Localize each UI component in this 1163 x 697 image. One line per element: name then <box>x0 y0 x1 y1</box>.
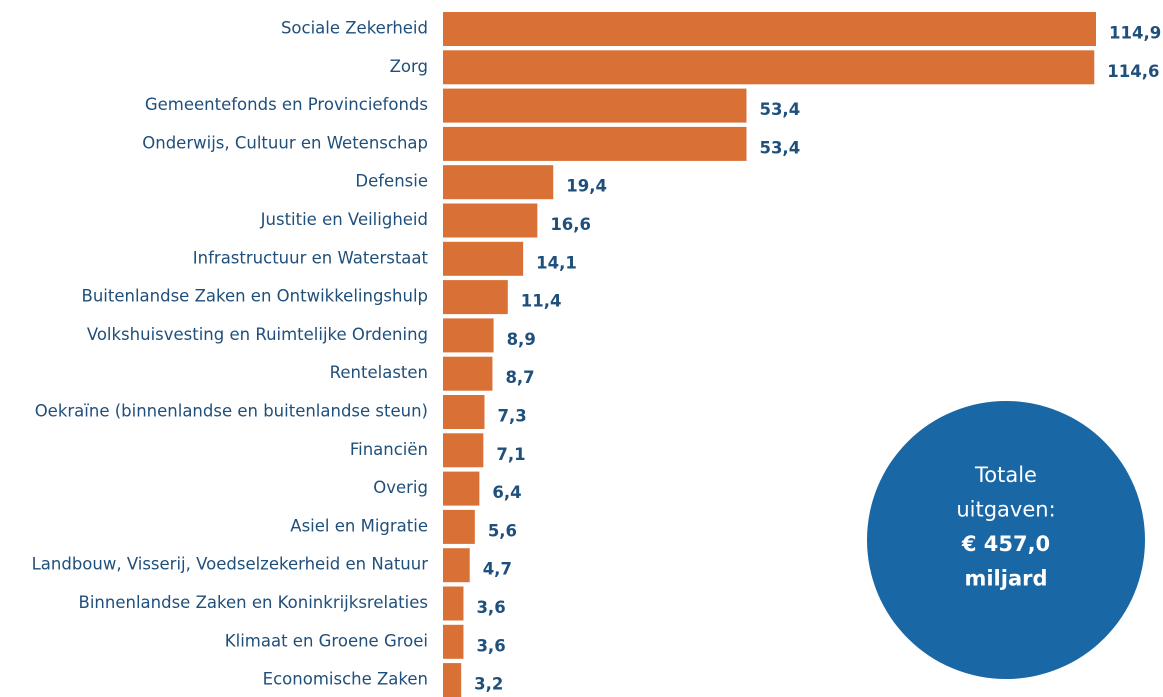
value-label: 53,4 <box>759 138 800 157</box>
bar <box>443 433 484 468</box>
bar <box>443 663 462 697</box>
bar <box>443 509 475 544</box>
bar <box>443 548 470 583</box>
bar <box>443 12 1096 46</box>
value-label: 14,1 <box>536 253 577 272</box>
value-label: 4,7 <box>483 560 512 579</box>
category-label: Landbouw, Visserij, Voedselzekerheid en … <box>32 555 429 574</box>
value-label: 16,6 <box>550 215 591 234</box>
category-label: Economische Zaken <box>263 670 428 689</box>
category-label: Zorg <box>390 57 428 76</box>
category-label: Financiën <box>350 440 428 459</box>
bar <box>443 88 747 123</box>
value-label: 8,9 <box>507 330 536 349</box>
total-badge <box>867 401 1145 679</box>
total-text: € 457,0 <box>961 532 1050 556</box>
category-label: Sociale Zekerheid <box>281 19 428 38</box>
value-label: 3,6 <box>476 598 505 617</box>
total-text: uitgaven: <box>956 498 1055 522</box>
category-label: Oekraïne (binnenlandse en buitenlandse s… <box>35 402 428 421</box>
total-text: miljard <box>964 567 1047 591</box>
bar <box>443 50 1095 85</box>
category-label: Justitie en Veiligheid <box>260 210 428 229</box>
category-label: Infrastructuur en Waterstaat <box>193 248 429 267</box>
total-text: Totale <box>974 463 1037 487</box>
value-label: 8,7 <box>505 368 534 387</box>
value-label: 114,6 <box>1107 62 1159 81</box>
category-label: Volkshuisvesting en Ruimtelijke Ordening <box>87 325 428 344</box>
bar <box>443 203 538 238</box>
value-label: 11,4 <box>521 292 562 311</box>
category-label: Gemeentefonds en Provinciefonds <box>145 95 428 114</box>
value-label: 114,9 <box>1109 24 1161 43</box>
bar <box>443 318 494 353</box>
bar <box>443 586 464 621</box>
value-label: 53,4 <box>759 100 800 119</box>
category-label: Klimaat en Groene Groei <box>225 631 428 650</box>
category-label: Buitenlandse Zaken en Ontwikkelingshulp <box>82 287 428 306</box>
value-label: 5,6 <box>488 521 517 540</box>
value-label: 19,4 <box>566 177 607 196</box>
value-label: 3,2 <box>474 675 503 694</box>
category-label: Overig <box>373 478 428 497</box>
value-label: 7,1 <box>496 445 525 464</box>
category-label: Defensie <box>355 172 428 191</box>
bar <box>443 241 524 276</box>
category-label: Binnenlandse Zaken en Koninkrijksrelatie… <box>79 593 428 612</box>
bar <box>443 624 464 659</box>
bar <box>443 126 747 161</box>
category-label: Rentelasten <box>330 363 428 382</box>
bar <box>443 165 554 200</box>
bar <box>443 356 493 391</box>
bar <box>443 395 485 429</box>
value-label: 6,4 <box>492 483 521 502</box>
bar <box>443 471 480 506</box>
bar <box>443 280 508 315</box>
category-label: Onderwijs, Cultuur en Wetenschap <box>142 133 428 152</box>
value-label: 3,6 <box>476 636 505 655</box>
value-label: 7,3 <box>497 407 526 426</box>
category-label: Asiel en Migratie <box>290 516 428 535</box>
